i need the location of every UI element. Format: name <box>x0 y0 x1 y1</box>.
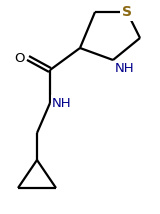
Text: O: O <box>15 52 25 64</box>
Text: S: S <box>122 5 132 19</box>
Text: NH: NH <box>115 62 135 75</box>
Text: NH: NH <box>52 97 72 110</box>
